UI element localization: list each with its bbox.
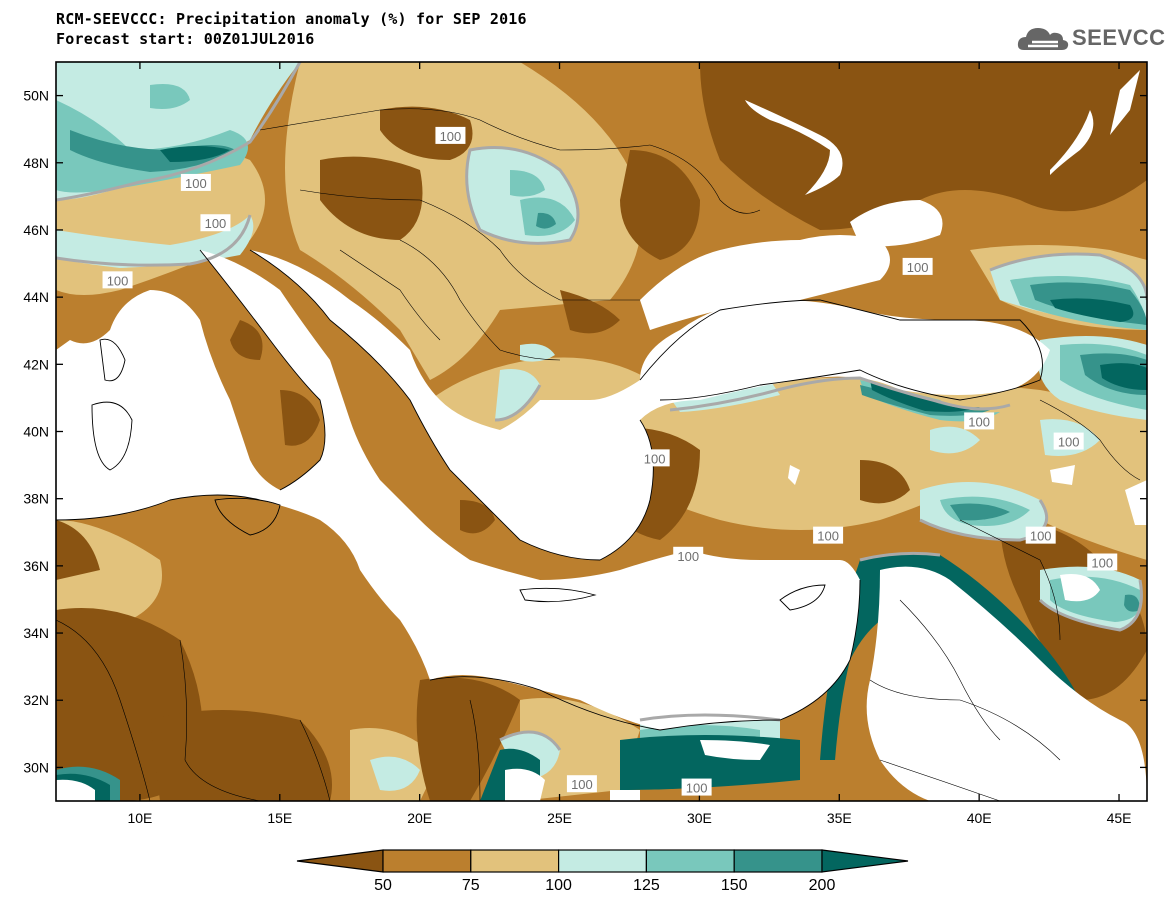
- lon-tick-label: 35E: [827, 810, 852, 826]
- colorbar-label: 150: [721, 877, 748, 894]
- lat-tick-label: 48N: [23, 155, 49, 171]
- contour-100-lines: [56, 62, 1147, 751]
- contour-label-100: 100: [686, 781, 708, 796]
- colorbar: 50 75 100 125 150 200: [296, 849, 909, 894]
- map-panel: [56, 62, 1147, 801]
- contour-label-bg: [902, 257, 933, 275]
- contour-label-100: 100: [571, 777, 593, 792]
- lat-tick-label: 40N: [23, 424, 49, 440]
- contour-label-bg: [673, 546, 704, 564]
- contour-label-100: 100: [440, 129, 462, 144]
- lon-tick-label: 30E: [687, 810, 712, 826]
- contour-label-bg: [964, 412, 995, 430]
- lon-tick-label: 40E: [967, 810, 992, 826]
- colorbar-low-triangle: [296, 849, 384, 873]
- contour-label-bg: [1025, 526, 1056, 544]
- lat-tick-label: 44N: [23, 289, 49, 305]
- colorbar-box: [382, 849, 472, 873]
- contour-label-100: 100: [205, 216, 227, 231]
- contour-label-100: 100: [968, 414, 990, 429]
- cloud-icon: [1017, 28, 1069, 50]
- colorbar-box: [733, 849, 823, 873]
- contour-label-100: 100: [1058, 435, 1080, 450]
- contour-label-100: 100: [107, 273, 129, 288]
- contour-label-bg: [180, 173, 211, 191]
- contour-label-100: 100: [677, 549, 699, 564]
- contour-label-bg: [639, 449, 670, 467]
- contour-label-100: 100: [644, 451, 666, 466]
- contour-label-bg: [1087, 553, 1118, 571]
- lat-tick-label: 46N: [23, 222, 49, 238]
- contour-label-bg: [1053, 432, 1084, 450]
- contour-label-100: 100: [185, 176, 207, 191]
- colorbar-label: 200: [809, 877, 836, 894]
- axis-ticks: 30N 32N 34N 36N 38N 40N 42N 44N 46N 48N 50N 10E 15E 2…: [23, 62, 1147, 826]
- lat-tick-label: 36N: [23, 558, 49, 574]
- contour-label-bg: [813, 526, 844, 544]
- colorbar-label: 125: [633, 877, 660, 894]
- lat-tick-label: 30N: [23, 759, 49, 775]
- lon-tick-label: 25E: [547, 810, 572, 826]
- contour-label-100: 100: [1091, 556, 1113, 571]
- lon-tick-label: 10E: [127, 810, 152, 826]
- contour-label-bg: [102, 271, 133, 289]
- lon-tick-label: 45E: [1107, 810, 1132, 826]
- lat-tick-label: 34N: [23, 625, 49, 641]
- sea-mask: [56, 70, 1147, 801]
- country-borders: [56, 108, 1141, 801]
- lat-tick-label: 42N: [23, 356, 49, 372]
- contour-label-100: 100: [817, 529, 839, 544]
- forecast-start-subtitle: Forecast start: 00Z01JUL2016: [56, 30, 315, 48]
- logo-text: SEEVCCC: [1072, 25, 1165, 50]
- contour-label-bg: [566, 775, 597, 793]
- contour-label-100: 100: [907, 260, 929, 275]
- colorbar-high-triangle: [821, 849, 909, 873]
- contour-label-bg: [435, 126, 466, 144]
- lat-tick-label: 32N: [23, 692, 49, 708]
- contour-label-bg: [200, 214, 231, 232]
- lon-tick-label: 20E: [407, 810, 432, 826]
- colorbar-box: [645, 849, 735, 873]
- coastlines: [56, 249, 1043, 731]
- contour-label-bg: [681, 778, 712, 796]
- colorbar-label: 75: [462, 877, 480, 894]
- map-title: RCM-SEEVCCC: Precipitation anomaly (%) f…: [56, 10, 527, 28]
- lat-tick-label: 50N: [23, 88, 49, 104]
- colorbar-label: 100: [545, 877, 572, 894]
- contour-label-100: 100: [1030, 529, 1052, 544]
- lat-tick-label: 38N: [23, 491, 49, 507]
- contour-labels: 100 100 100 100 100 100 100 100 100 100 100 100 100 1…: [102, 126, 1118, 796]
- colorbar-box: [470, 849, 560, 873]
- colorbar-label: 50: [374, 877, 392, 894]
- seevccc-logo: SEEVCCC: [1016, 22, 1165, 56]
- colorbar-box: [557, 849, 647, 873]
- lon-tick-label: 15E: [267, 810, 292, 826]
